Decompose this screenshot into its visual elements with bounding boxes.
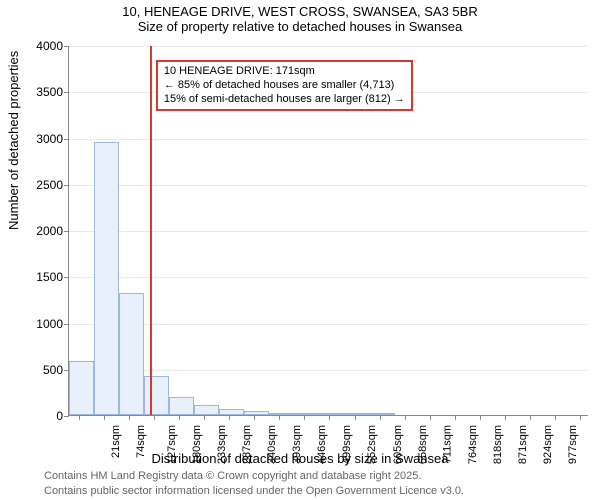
x-tick-mark [455,415,456,420]
x-tick-mark [505,415,506,420]
title-line-2: Size of property relative to detached ho… [0,19,600,34]
x-tick-mark [530,415,531,420]
x-tick-mark [279,415,280,420]
y-tick-label: 500 [43,363,63,377]
histogram-bar [219,409,244,415]
x-tick-mark [329,415,330,420]
histogram-bar [119,293,144,415]
footer-credits: Contains HM Land Registry data © Crown c… [44,469,464,498]
y-tick-label: 0 [56,409,63,423]
x-tick-mark [355,415,356,420]
histogram-bar [370,413,395,415]
histogram-bar [194,405,219,415]
histogram-bar [320,413,345,415]
annotation-line: 10 HENEAGE DRIVE: 171sqm [164,65,405,79]
y-tick-label: 1500 [36,270,63,284]
gridline-h [69,139,588,140]
x-tick-mark [405,415,406,420]
reference-line [150,46,152,415]
x-tick-mark [204,415,205,420]
y-tick-label: 3500 [36,85,63,99]
histogram-bar [294,413,319,415]
y-tick-mark [64,92,69,93]
histogram-bar [169,397,194,416]
x-tick-mark [129,415,130,420]
x-tick-mark [580,415,581,420]
y-tick-mark [64,277,69,278]
histogram-bar [94,142,119,415]
x-tick-mark [555,415,556,420]
gridline-h [69,277,588,278]
histogram-bar [345,413,370,415]
x-axis-label: Distribution of detached houses by size … [0,451,600,466]
y-tick-label: 2000 [36,224,63,238]
plot-area: 0500100015002000250030003500400021sqm74s… [68,46,588,416]
histogram-bar [144,376,169,415]
y-tick-label: 3000 [36,132,63,146]
x-tick-mark [104,415,105,420]
title-block: 10, HENEAGE DRIVE, WEST CROSS, SWANSEA, … [0,4,600,34]
histogram-bar [69,361,94,415]
x-tick-mark [304,415,305,420]
footer-line-1: Contains HM Land Registry data © Crown c… [44,469,464,483]
y-tick-mark [64,231,69,232]
x-tick-mark [154,415,155,420]
gridline-h [69,185,588,186]
annotation-box: 10 HENEAGE DRIVE: 171sqm← 85% of detache… [156,60,413,111]
x-tick-mark [254,415,255,420]
y-tick-label: 4000 [36,39,63,53]
histogram-bar [244,411,269,415]
histogram-bar [269,413,294,415]
annotation-line: 15% of semi-detached houses are larger (… [164,93,405,107]
x-tick-mark [380,415,381,420]
x-tick-mark [480,415,481,420]
title-line-1: 10, HENEAGE DRIVE, WEST CROSS, SWANSEA, … [0,4,600,19]
annotation-line: ← 85% of detached houses are smaller (4,… [164,79,405,93]
x-tick-mark [79,415,80,420]
histogram-chart: 10, HENEAGE DRIVE, WEST CROSS, SWANSEA, … [0,0,600,500]
footer-line-2: Contains public sector information licen… [44,484,464,498]
y-tick-mark [64,46,69,47]
y-tick-mark [64,185,69,186]
y-axis-label: Number of detached properties [6,51,21,230]
y-tick-mark [64,139,69,140]
gridline-h [69,370,588,371]
x-tick-mark [229,415,230,420]
y-tick-mark [64,324,69,325]
x-tick-mark [430,415,431,420]
y-tick-label: 1000 [36,317,63,331]
y-tick-label: 2500 [36,178,63,192]
gridline-h [69,324,588,325]
gridline-h [69,46,588,47]
gridline-h [69,231,588,232]
x-tick-mark [179,415,180,420]
y-tick-mark [64,416,69,417]
